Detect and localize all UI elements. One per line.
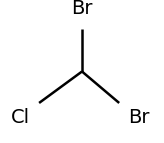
Text: Cl: Cl bbox=[11, 108, 30, 127]
Text: Br: Br bbox=[71, 0, 93, 18]
Text: Br: Br bbox=[128, 108, 150, 127]
